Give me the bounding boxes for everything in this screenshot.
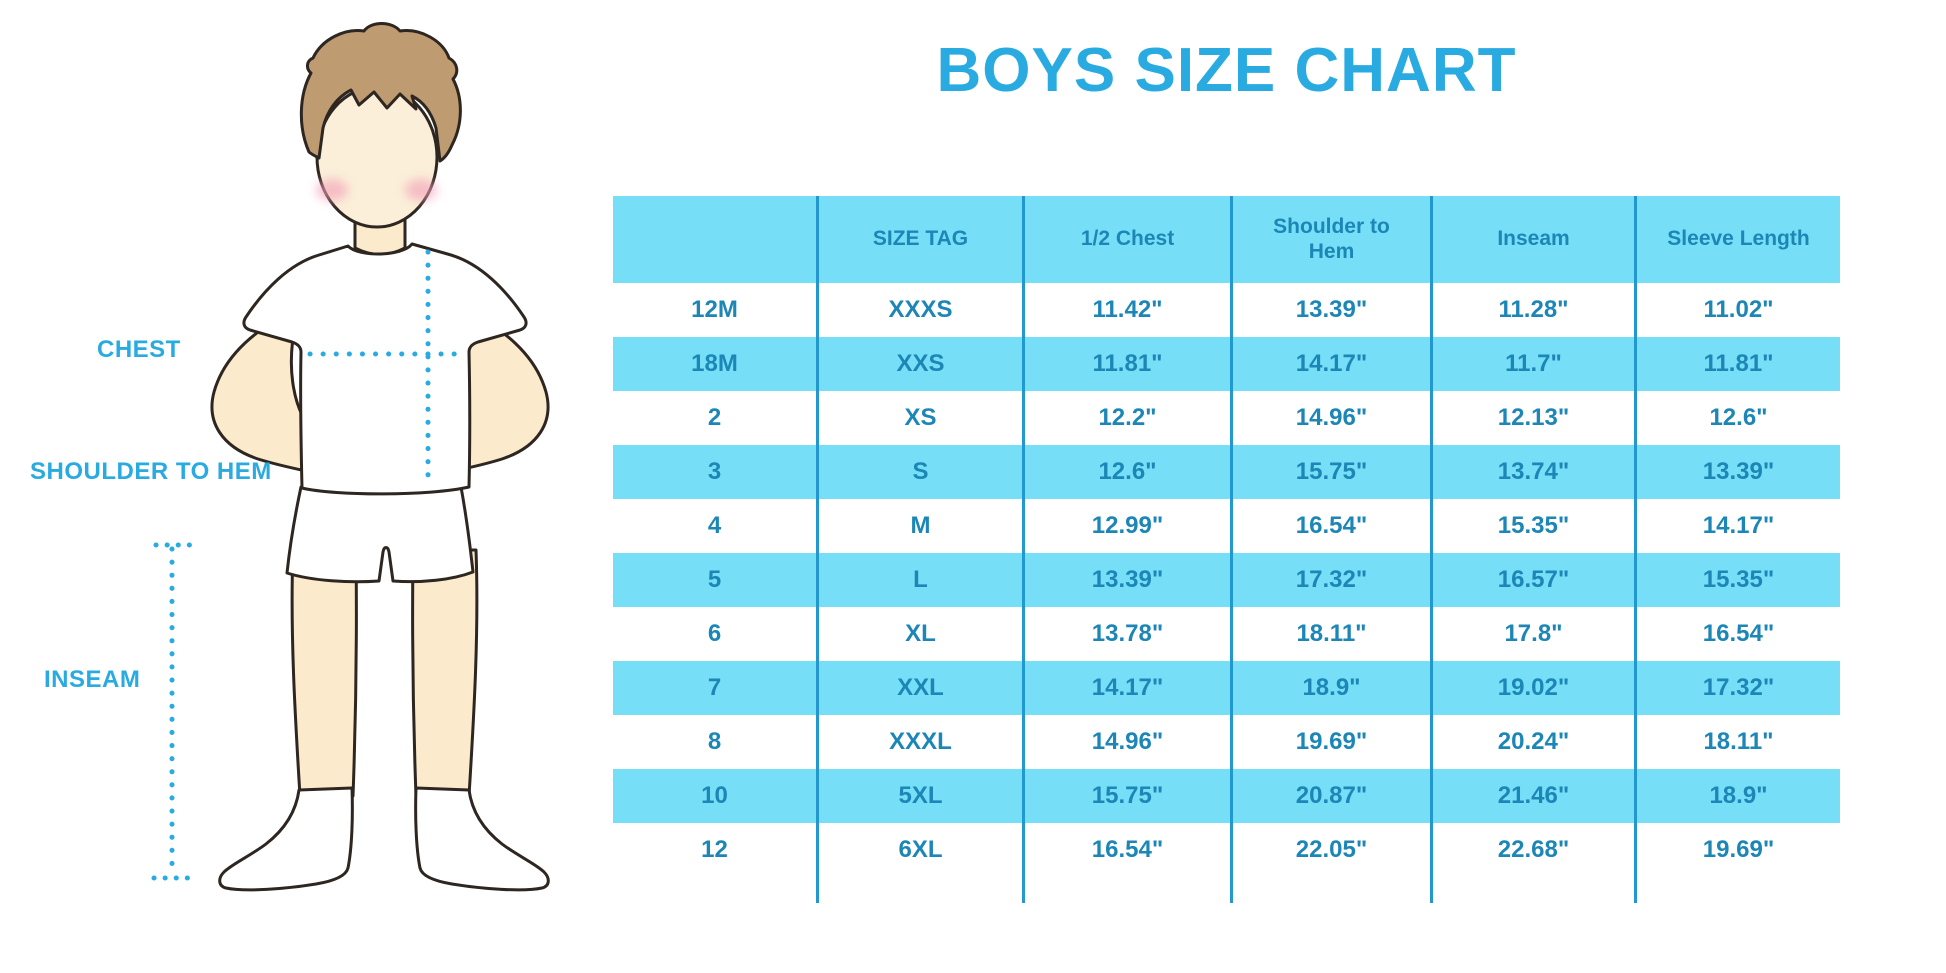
size-number-cell: 12M <box>613 283 816 337</box>
size-value-cell: XXXS <box>816 283 1022 337</box>
size-number-cell: 6 <box>613 607 816 661</box>
size-value-cell: 15.35" <box>1634 553 1840 607</box>
size-value-cell: M <box>816 499 1022 553</box>
size-value-cell: 21.46" <box>1430 769 1634 823</box>
size-value-cell: 20.24" <box>1430 715 1634 769</box>
size-value-cell: 13.74" <box>1430 445 1634 499</box>
size-number-cell: 10 <box>613 769 816 823</box>
column-header <box>613 196 816 283</box>
size-value-cell: 11.81" <box>1022 337 1230 391</box>
size-value-cell: 15.75" <box>1230 445 1430 499</box>
size-number-cell: 8 <box>613 715 816 769</box>
size-number-cell: 7 <box>613 661 816 715</box>
size-table: SIZE TAG 1/2 Chest Shoulder to Hem Inseam Sl… <box>613 196 1840 903</box>
size-number-cell: 2 <box>613 391 816 445</box>
size-value-cell: 16.57" <box>1430 553 1634 607</box>
size-value-cell: S <box>816 445 1022 499</box>
boy-shorts <box>285 485 475 584</box>
shoulder-to-hem-label: SHOULDER TO HEM <box>30 458 272 485</box>
size-value-cell: 13.78" <box>1022 607 1230 661</box>
boy-right-leg <box>411 548 479 798</box>
size-value-cell: 13.39" <box>1634 445 1840 499</box>
size-value-cell: 11.81" <box>1634 337 1840 391</box>
size-value-cell: 14.17" <box>1022 661 1230 715</box>
size-value-cell: 16.54" <box>1634 607 1840 661</box>
divider-stub <box>1634 877 1840 903</box>
chest-label: CHEST <box>97 336 181 363</box>
size-value-cell: XXL <box>816 661 1022 715</box>
size-value-cell: 22.05" <box>1230 823 1430 877</box>
boy-left-arm <box>210 310 320 473</box>
size-value-cell: 15.35" <box>1430 499 1634 553</box>
size-number-cell: 3 <box>613 445 816 499</box>
page-title: BOYS SIZE CHART <box>936 36 1517 105</box>
size-value-cell: 18.11" <box>1230 607 1430 661</box>
size-value-cell: 19.69" <box>1634 823 1840 877</box>
size-value-cell: 19.69" <box>1230 715 1430 769</box>
column-header: Inseam <box>1430 196 1634 283</box>
size-value-cell: 15.75" <box>1022 769 1230 823</box>
divider-stub <box>1230 877 1430 903</box>
size-value-cell: 18.11" <box>1634 715 1840 769</box>
size-value-cell: 12.6" <box>1022 445 1230 499</box>
size-number-cell: 5 <box>613 553 816 607</box>
size-value-cell: 16.54" <box>1230 499 1430 553</box>
boy-right-cheek <box>405 179 437 201</box>
size-number-cell: 18M <box>613 337 816 391</box>
size-value-cell: 16.54" <box>1022 823 1230 877</box>
size-value-cell: 14.96" <box>1230 391 1430 445</box>
size-value-cell: 18.9" <box>1634 769 1840 823</box>
size-value-cell: L <box>816 553 1022 607</box>
boy-left-sock <box>218 786 354 892</box>
size-value-cell: 6XL <box>816 823 1022 877</box>
divider-stub <box>1430 877 1634 903</box>
boy-hair <box>299 22 462 163</box>
size-value-cell: 18.9" <box>1230 661 1430 715</box>
column-header: SIZE TAG <box>816 196 1022 283</box>
size-value-cell: 17.32" <box>1634 661 1840 715</box>
size-value-cell: 12.99" <box>1022 499 1230 553</box>
boy-left-leg <box>290 548 358 798</box>
size-value-cell: 12.6" <box>1634 391 1840 445</box>
column-header: Shoulder to Hem <box>1230 196 1430 283</box>
size-value-cell: 11.28" <box>1430 283 1634 337</box>
column-header: Sleeve Length <box>1634 196 1840 283</box>
size-value-cell: 13.39" <box>1230 283 1430 337</box>
boy-face <box>315 85 439 229</box>
divider-stub <box>816 877 1022 903</box>
size-value-cell: 12.13" <box>1430 391 1634 445</box>
size-value-cell: 11.42" <box>1022 283 1230 337</box>
size-value-cell: 20.87" <box>1230 769 1430 823</box>
size-number-cell: 4 <box>613 499 816 553</box>
size-value-cell: 14.17" <box>1634 499 1840 553</box>
size-number-cell: 12 <box>613 823 816 877</box>
column-header: 1/2 Chest <box>1022 196 1230 283</box>
size-value-cell: 17.8" <box>1430 607 1634 661</box>
size-value-cell: 22.68" <box>1430 823 1634 877</box>
boy-left-cheek <box>316 179 348 201</box>
size-value-cell: 11.7" <box>1430 337 1634 391</box>
size-value-cell: 11.02" <box>1634 283 1840 337</box>
size-value-cell: 12.2" <box>1022 391 1230 445</box>
boy-right-sock <box>414 786 550 892</box>
divider-stub <box>613 877 816 903</box>
inseam-label: INSEAM <box>44 666 141 693</box>
size-value-cell: XXS <box>816 337 1022 391</box>
size-value-cell: 14.96" <box>1022 715 1230 769</box>
size-value-cell: 19.02" <box>1430 661 1634 715</box>
size-value-cell: XS <box>816 391 1022 445</box>
boy-tshirt <box>242 242 528 496</box>
size-value-cell: 17.32" <box>1230 553 1430 607</box>
boy-figure-illustration <box>151 22 550 892</box>
size-value-cell: 5XL <box>816 769 1022 823</box>
divider-stub <box>1022 877 1230 903</box>
size-value-cell: 13.39" <box>1022 553 1230 607</box>
size-value-cell: XL <box>816 607 1022 661</box>
size-value-cell: 14.17" <box>1230 337 1430 391</box>
size-value-cell: XXXL <box>816 715 1022 769</box>
